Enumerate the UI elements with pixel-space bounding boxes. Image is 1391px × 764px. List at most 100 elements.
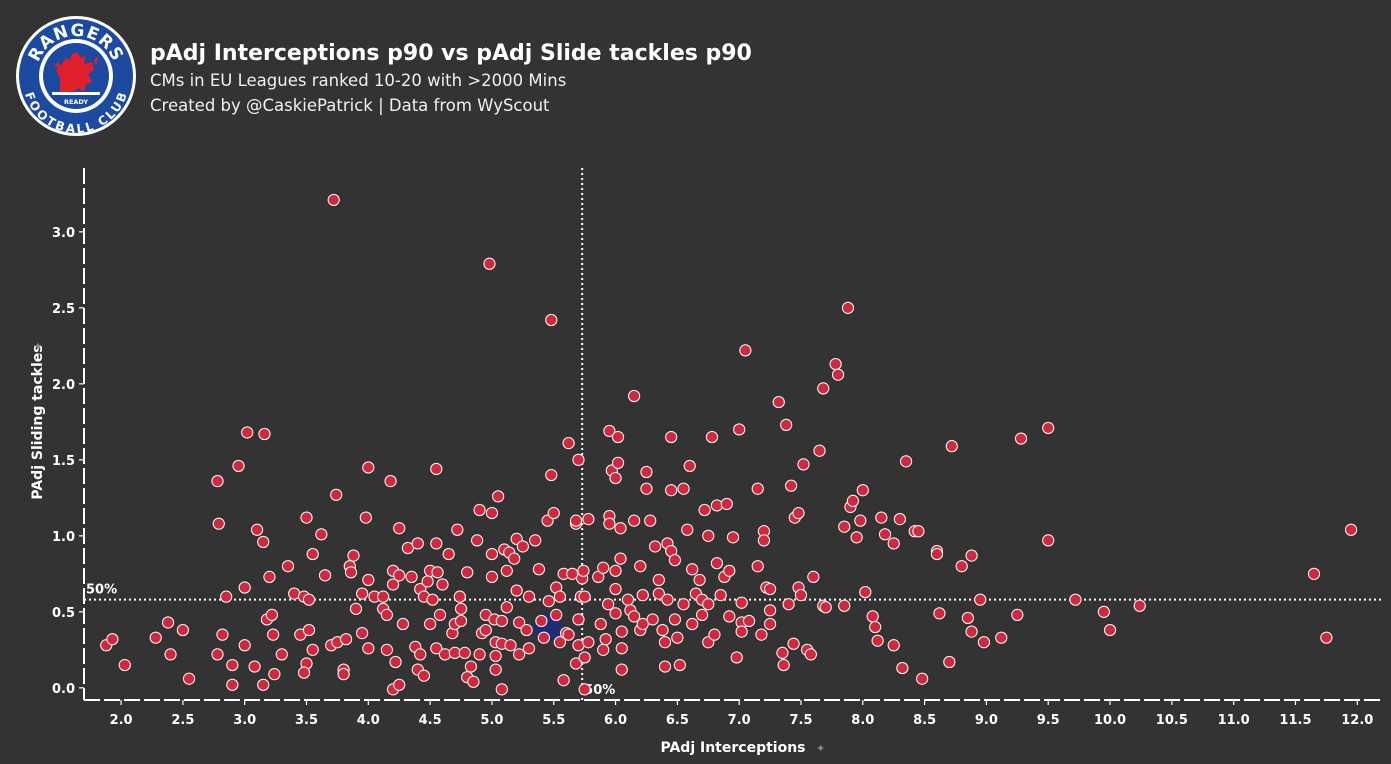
data-point (344, 566, 358, 579)
data-point (479, 623, 492, 637)
data-point (1014, 432, 1028, 445)
data-point (961, 611, 974, 625)
data-point (545, 468, 558, 482)
data-point (609, 607, 622, 620)
data-point (302, 593, 316, 606)
x-tick-label: 3.5 (295, 713, 318, 728)
data-point (306, 547, 319, 561)
data-point (216, 628, 229, 641)
data-point (887, 537, 900, 550)
data-point (644, 514, 657, 527)
data-point (780, 418, 793, 431)
title-block: pAdj Interceptions p90 vs pAdj Slide tac… (150, 40, 752, 118)
data-point (569, 514, 583, 527)
median-x-label: 50% (584, 683, 615, 698)
data-point (649, 540, 662, 553)
data-point (453, 590, 466, 603)
data-point (226, 658, 239, 672)
data-point (430, 642, 443, 655)
data-point (671, 631, 684, 644)
data-point (668, 613, 681, 626)
data-point (362, 573, 375, 587)
data-point (710, 499, 724, 512)
data-point (582, 513, 595, 526)
data-point (636, 589, 649, 602)
data-point (473, 648, 486, 661)
data-point (275, 648, 288, 661)
data-point (838, 599, 851, 612)
y-tick-label: 2.5 (52, 302, 75, 317)
data-point (569, 657, 583, 670)
data-point (797, 458, 810, 471)
data-point (433, 608, 447, 621)
data-point (708, 628, 721, 641)
y-tick-label: 2.0 (52, 378, 75, 393)
data-point (714, 589, 727, 602)
data-points (100, 193, 1358, 696)
data-point (582, 636, 595, 649)
data-point (417, 669, 431, 682)
x-tick-label: 4.0 (357, 713, 380, 728)
data-point (652, 587, 665, 600)
data-point (522, 590, 536, 603)
data-point (504, 639, 517, 652)
data-point (912, 525, 925, 538)
x-tick-label: 3.0 (233, 713, 256, 728)
data-point (547, 506, 560, 520)
data-point (263, 570, 276, 583)
data-point (597, 643, 610, 656)
data-point (337, 668, 350, 681)
data-point (464, 660, 478, 673)
data-point (161, 616, 175, 629)
data-point (787, 637, 800, 650)
data-point (1307, 567, 1321, 580)
data-point (281, 560, 295, 573)
data-point (315, 528, 328, 541)
data-point (339, 633, 353, 646)
data-point (878, 528, 892, 541)
data-point (896, 661, 909, 675)
x-tick-label: 10.0 (1094, 713, 1126, 728)
data-point (500, 564, 513, 577)
data-point (673, 658, 686, 672)
chart-title: pAdj Interceptions p90 vs pAdj Slide tac… (150, 41, 752, 66)
data-point (615, 663, 628, 676)
data-point (866, 610, 879, 623)
data-point (785, 479, 798, 492)
data-point (330, 488, 343, 501)
chart-subtitle: CMs in EU Leagues ranked 10-20 with >200… (150, 71, 567, 90)
data-point (248, 660, 261, 673)
data-point (726, 531, 740, 544)
data-point (220, 590, 233, 603)
data-point (646, 613, 659, 626)
data-point (356, 587, 369, 600)
data-point (695, 608, 709, 621)
data-point (513, 648, 526, 661)
data-point (492, 490, 505, 503)
data-point (735, 596, 748, 609)
data-point (782, 598, 795, 611)
data-point (426, 593, 439, 606)
data-point (520, 623, 533, 637)
data-point (442, 547, 455, 561)
x-label-pin-icon: ✦ (816, 742, 825, 755)
data-point (977, 636, 991, 649)
data-point (634, 560, 647, 573)
data-point (1011, 608, 1024, 621)
data-point (665, 484, 678, 497)
y-tick-label: 3.0 (52, 226, 75, 241)
data-point (739, 344, 752, 357)
chart-credit: Created by @CaskiePatrick | Data from Wy… (150, 96, 550, 115)
data-point (380, 608, 393, 621)
data-point (614, 552, 627, 565)
data-point (636, 617, 649, 631)
data-point (1042, 534, 1055, 547)
data-point (850, 531, 863, 544)
data-point (182, 672, 196, 685)
data-point (943, 655, 956, 669)
data-point (772, 395, 785, 409)
data-point (831, 368, 845, 381)
data-point (362, 642, 375, 655)
data-point (386, 578, 400, 591)
data-point (362, 461, 375, 474)
